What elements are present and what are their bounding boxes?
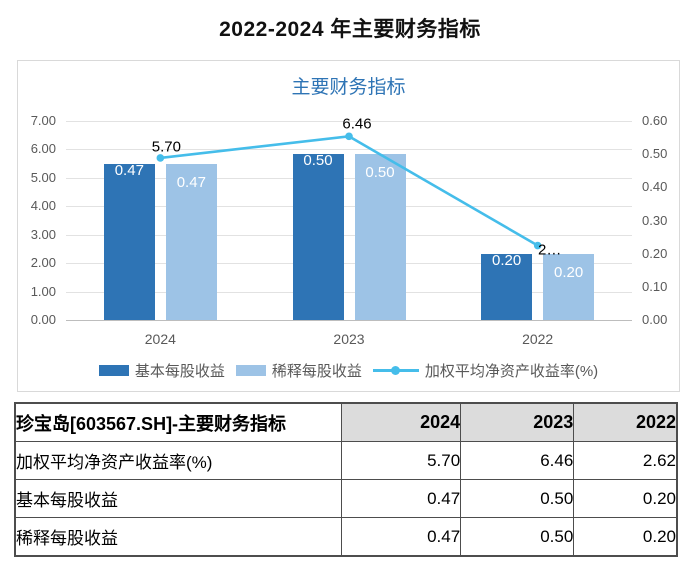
y-axis-label-right: 0.60 (642, 113, 668, 128)
gridline (66, 320, 632, 321)
y-axis-label-left: 0.00 (30, 312, 56, 327)
bar-label-diluted-eps-2023: 0.50 (365, 164, 395, 182)
table-row-roe: 加权平均净资产收益率(%) 5.70 6.46 2.62 (14, 441, 678, 480)
x-axis-label-2022: 2022 (522, 331, 554, 347)
y-axis-label-right: 0.40 (642, 179, 668, 195)
chart-legend: 基本每股收益 稀释每股收益 加权平均净资产收益率(%) (18, 360, 679, 381)
roe-line-dot-icon (390, 366, 400, 375)
year-header-2022: 2022 (573, 402, 678, 442)
financial-indicators-table: 珍宝岛[603567.SH]-主要财务指标 2024 2023 2022 加权平… (14, 402, 678, 557)
roe-line-swatch-icon (372, 365, 419, 376)
table-row-diluted-eps: 稀释每股收益 0.47 0.50 0.20 (14, 517, 678, 557)
roe-data-label-2024: 5.70 (151, 138, 181, 156)
diluted-eps-2023: 0.50 (460, 517, 575, 557)
diluted-eps-2024: 0.47 (340, 517, 462, 557)
diluted-eps-swatch-icon (235, 365, 266, 376)
basic-eps-swatch-icon (98, 365, 129, 376)
gridline (66, 121, 632, 122)
table-row-basic-eps: 基本每股收益 0.47 0.50 0.20 (14, 479, 678, 518)
roe-marker-2023 (345, 132, 353, 141)
y-axis-label-left: 3.00 (30, 226, 56, 242)
diluted-eps-2022: 0.20 (573, 517, 678, 557)
roe-data-label-2022: 2… (537, 241, 562, 259)
chart-title: 主要财务指标 (291, 77, 406, 98)
y-axis-label-right: 0.10 (642, 278, 668, 294)
y-axis-label-left: 7.00 (30, 113, 56, 128)
roe-2023: 6.46 (460, 441, 575, 480)
legend-item-diluted-eps: 稀释每股收益 (235, 360, 362, 381)
gridline (66, 263, 632, 265)
basic-eps-2024: 0.47 (340, 479, 462, 518)
row-label-roe: 加权平均净资产收益率(%) (14, 441, 342, 480)
legend-item-roe: 加权平均净资产收益率(%) (372, 360, 599, 381)
chart-container: 主要财务指标 7.00 6.00 5.00 4.00 3.00 2.00 1.00 0.00 0… (17, 60, 680, 392)
legend-item-basic-eps: 基本每股收益 (98, 360, 225, 381)
roe-data-label-2023: 6.46 (342, 115, 372, 133)
x-axis-label-2024: 2024 (144, 331, 176, 347)
table-title-cell: 珍宝岛[603567.SH]-主要财务指标 (14, 402, 342, 442)
bar-basic-eps-2022 (481, 253, 533, 320)
row-label-diluted-eps: 稀释每股收益 (14, 517, 342, 557)
bar-diluted-eps-2022 (543, 253, 595, 320)
y-axis-label-left: 2.00 (30, 255, 56, 271)
basic-eps-2022: 0.20 (573, 479, 678, 518)
y-axis-label-left: 5.00 (30, 169, 56, 185)
bar-basic-eps-2024 (103, 164, 155, 320)
table-header-row: 珍宝岛[603567.SH]-主要财务指标 2024 2023 2022 (14, 402, 678, 442)
bar-label-diluted-eps-2022: 0.20 (554, 263, 584, 281)
roe-line (160, 135, 539, 247)
y-axis-label-right: 0.30 (642, 212, 668, 228)
y-axis-label-right: 0.50 (642, 146, 668, 162)
bar-label-diluted-eps-2024: 0.47 (176, 174, 206, 192)
legend-label-basic-eps: 基本每股收益 (134, 363, 225, 380)
page-title: 2022-2024 年主要财务指标 (219, 18, 481, 41)
bar-label-basic-eps-2022: 0.20 (492, 251, 522, 269)
bar-label-basic-eps-2024: 0.47 (114, 162, 144, 180)
y-axis-label-left: 4.00 (30, 198, 56, 214)
x-axis-label-2023: 2023 (333, 331, 365, 347)
y-axis-label-left: 1.00 (30, 283, 56, 299)
gridline (66, 291, 632, 293)
legend-label-diluted-eps: 稀释每股收益 (271, 363, 362, 380)
y-axis-label-right: 0.00 (642, 312, 668, 327)
bar-label-basic-eps-2023: 0.50 (303, 152, 333, 170)
basic-eps-2023: 0.50 (460, 479, 575, 518)
legend-label-roe: 加权平均净资产收益率(%) (424, 363, 599, 380)
row-label-basic-eps: 基本每股收益 (14, 479, 342, 518)
year-header-2023: 2023 (460, 402, 575, 442)
roe-2024: 5.70 (340, 441, 462, 480)
bar-basic-eps-2023 (292, 154, 344, 320)
roe-2022: 2.62 (573, 441, 678, 480)
year-header-2024: 2024 (340, 402, 462, 442)
y-axis-label-right: 0.20 (642, 245, 668, 261)
y-axis-label-left: 6.00 (30, 141, 56, 157)
